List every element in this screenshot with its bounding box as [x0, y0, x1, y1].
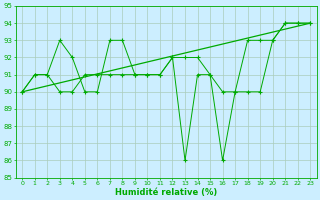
- X-axis label: Humidité relative (%): Humidité relative (%): [115, 188, 217, 197]
